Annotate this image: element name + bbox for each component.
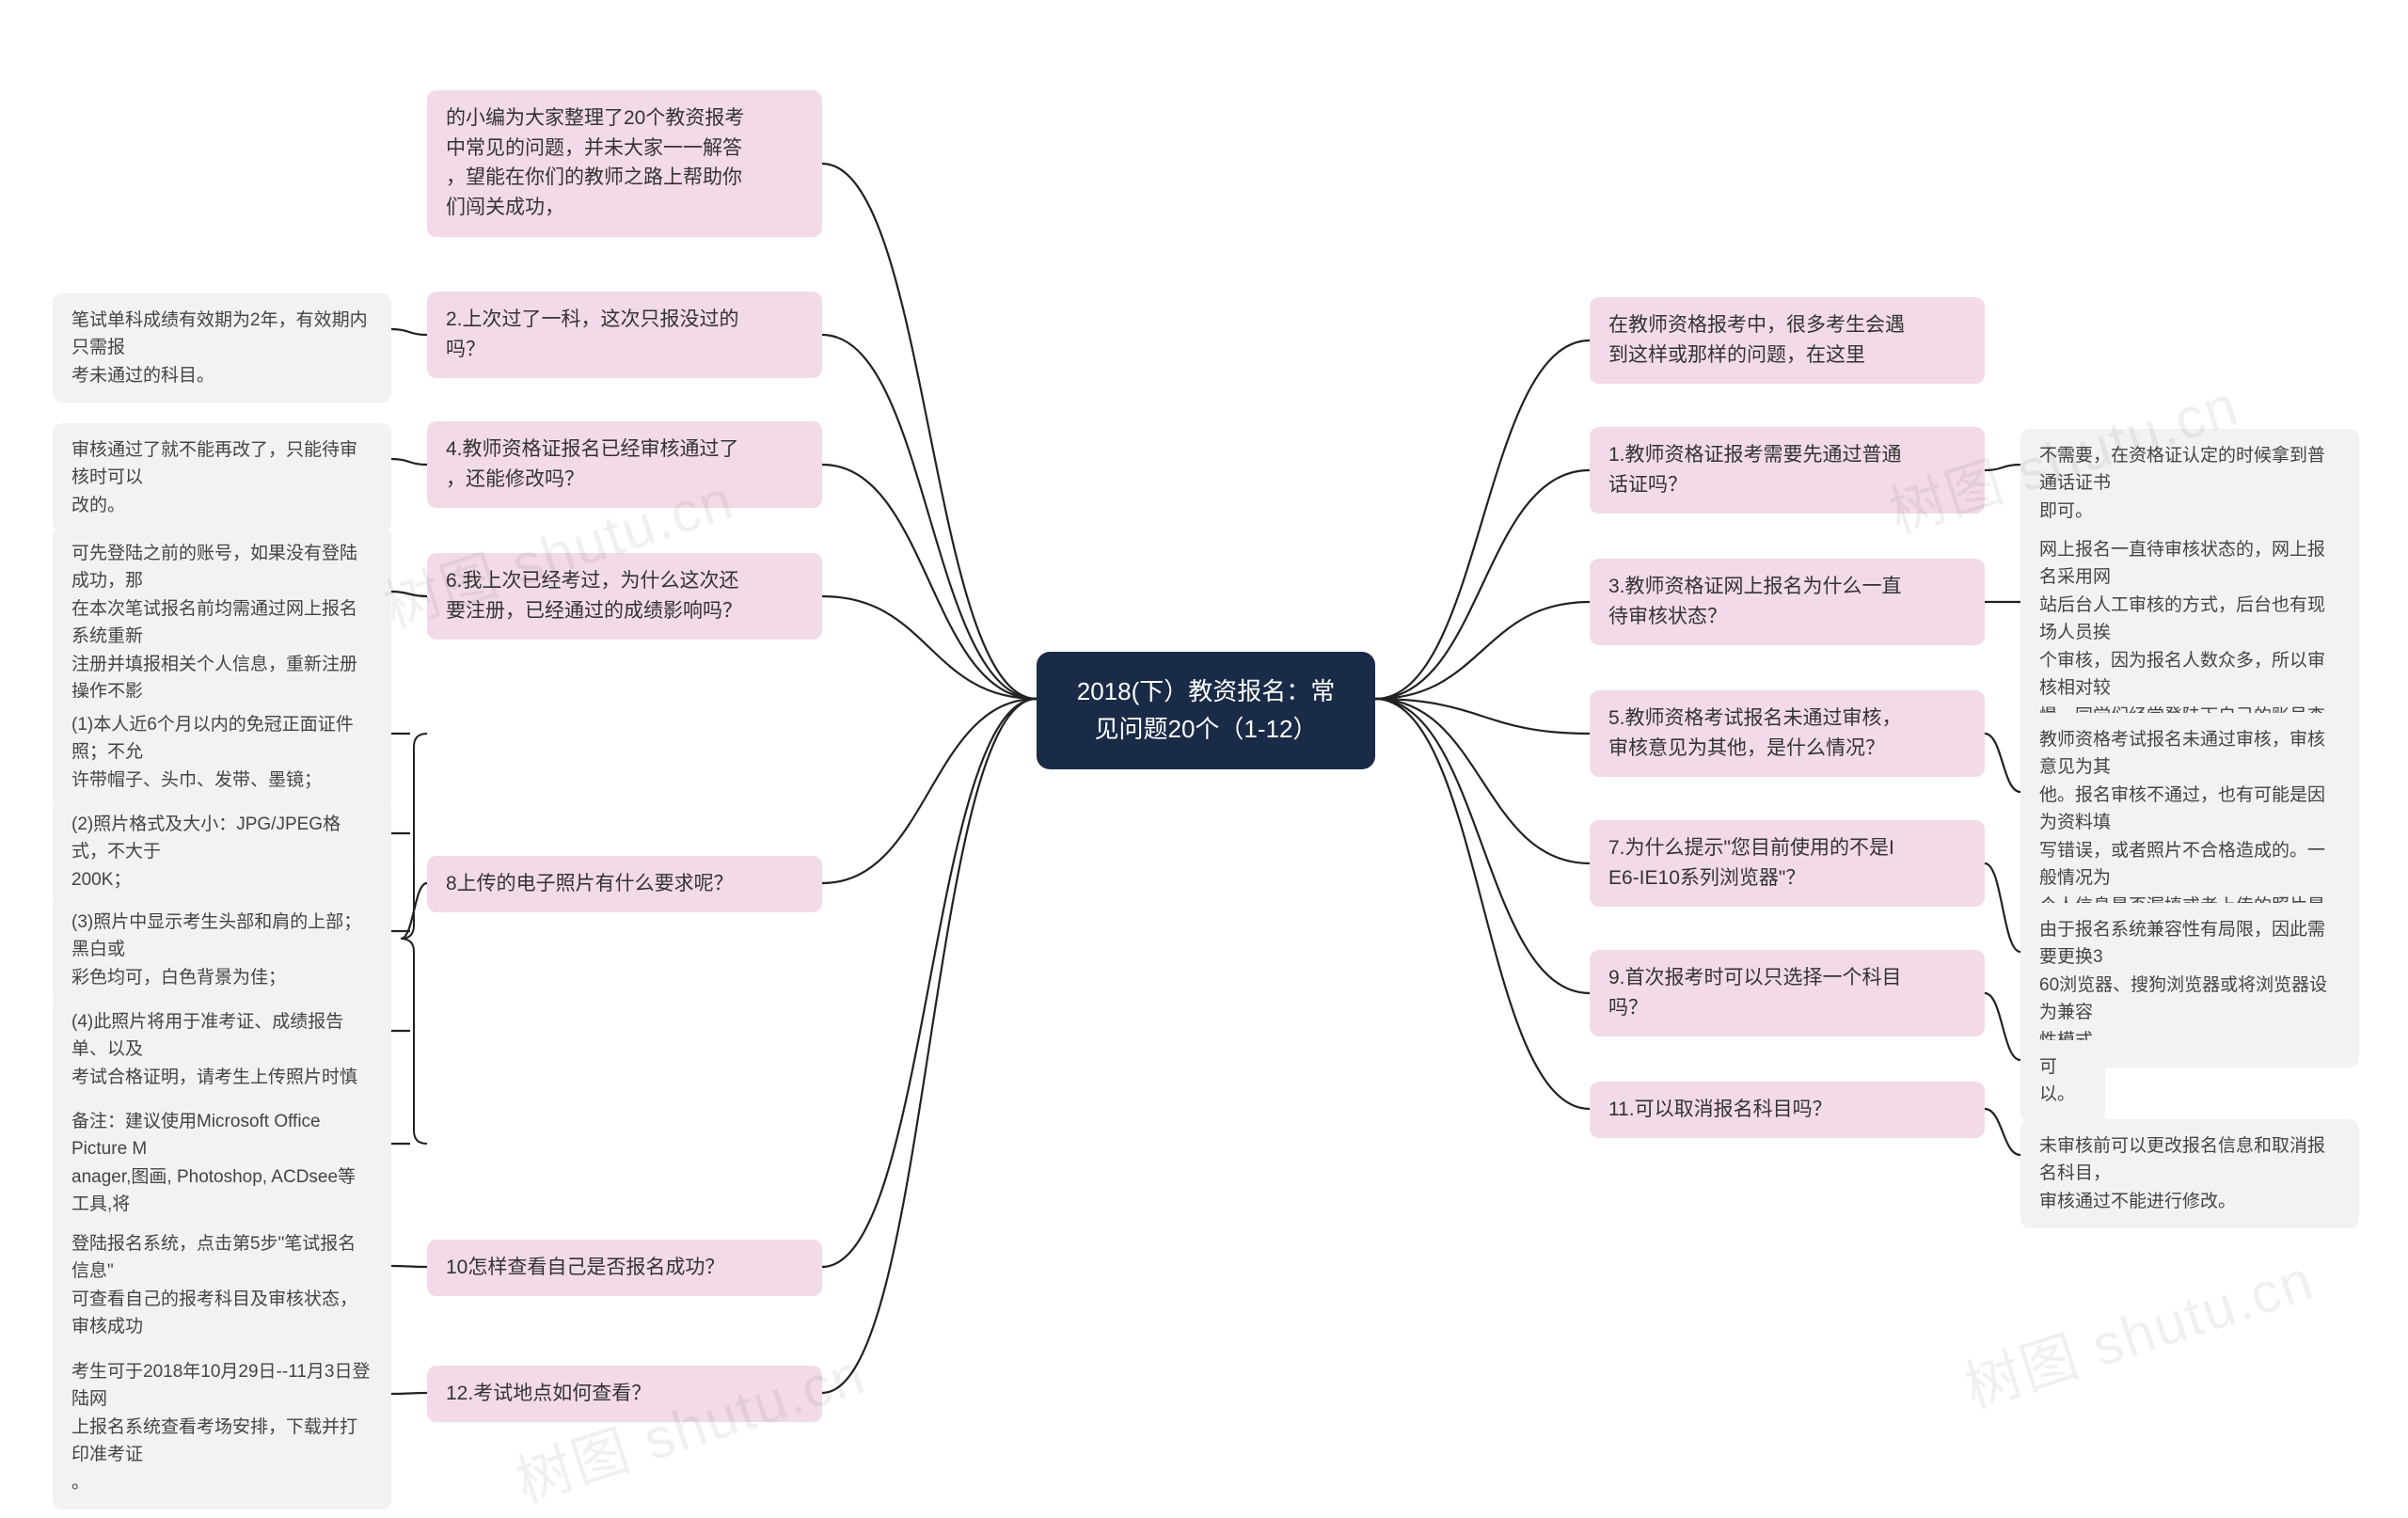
left-branch-3: 6.我上次已经考过，为什么这次还 要注册，已经通过的成绩影响吗？	[427, 553, 822, 640]
right-branch-1: 1.教师资格证报考需要先通过普通 话证吗？	[1590, 427, 1985, 514]
right-branch-6: 11.可以取消报名科目吗？	[1590, 1082, 1985, 1138]
right-branch-2: 3.教师资格证网上报名为什么一直 待审核状态？	[1590, 559, 1985, 645]
left-leaf-6-0: 考生可于2018年10月29日--11月3日登陆网 上报名系统查看考场安排，下载…	[53, 1345, 391, 1510]
watermark-3: 树图 shutu.cn	[1953, 1235, 2323, 1425]
right-leaf-6-0: 未审核前可以更改报名信息和取消报名科目， 审核通过不能进行修改。	[2020, 1119, 2359, 1228]
left-branch-4: 8上传的电子照片有什么要求呢？	[427, 856, 822, 912]
center-node: 2018(下）教资报名：常 见问题20个（1-12）	[1037, 652, 1375, 769]
right-branch-3: 5.教师资格考试报名未通过审核， 审核意见为其他，是什么情况？	[1590, 690, 1985, 777]
right-branch-0: 在教师资格报考中，很多考生会遇 到这样或那样的问题，在这里	[1590, 297, 1985, 384]
left-branch-1: 2.上次过了一科，这次只报没过的 吗？	[427, 292, 822, 378]
left-leaf-2-0: 审核通过了就不能再改了，只能待审核时可以 改的。	[53, 423, 391, 532]
right-leaf-1-0: 不需要，在资格证认定的时候拿到普通话证书 即可。	[2020, 429, 2359, 538]
left-branch-5: 10怎样查看自己是否报名成功？	[427, 1240, 822, 1296]
right-branch-5: 9.首次报考时可以只选择一个科目 吗？	[1590, 950, 1985, 1036]
watermark-2: 树图 shutu.cn	[504, 1329, 875, 1518]
left-branch-6: 12.考试地点如何查看？	[427, 1366, 822, 1422]
left-branch-2: 4.教师资格证报名已经审核通过了 ，还能修改吗？	[427, 421, 822, 508]
left-leaf-4-1: (2)照片格式及大小：JPG/JPEG格式，不大于 200K；	[53, 798, 391, 907]
left-leaf-4-2: (3)照片中显示考生头部和肩的上部；黑白或 彩色均可，白色背景为佳；	[53, 895, 391, 1004]
left-leaf-4-0: (1)本人近6个月以内的免冠正面证件照；不允 许带帽子、头巾、发带、墨镜；	[53, 698, 391, 807]
right-leaf-5-0: 可以。	[2020, 1040, 2105, 1122]
right-branch-4: 7.为什么提示"您目前使用的不是I E6-IE10系列浏览器"？	[1590, 820, 1985, 907]
mindmap-canvas: 2018(下）教资报名：常 见问题20个（1-12） 的小编为大家整理了20个教资…	[0, 0, 2408, 1487]
left-branch-0: 的小编为大家整理了20个教资报考 中常见的问题，并未大家一一解答 ，望能在你们的…	[427, 90, 822, 237]
left-leaf-1-0: 笔试单科成绩有效期为2年，有效期内只需报 考未通过的科目。	[53, 293, 391, 403]
